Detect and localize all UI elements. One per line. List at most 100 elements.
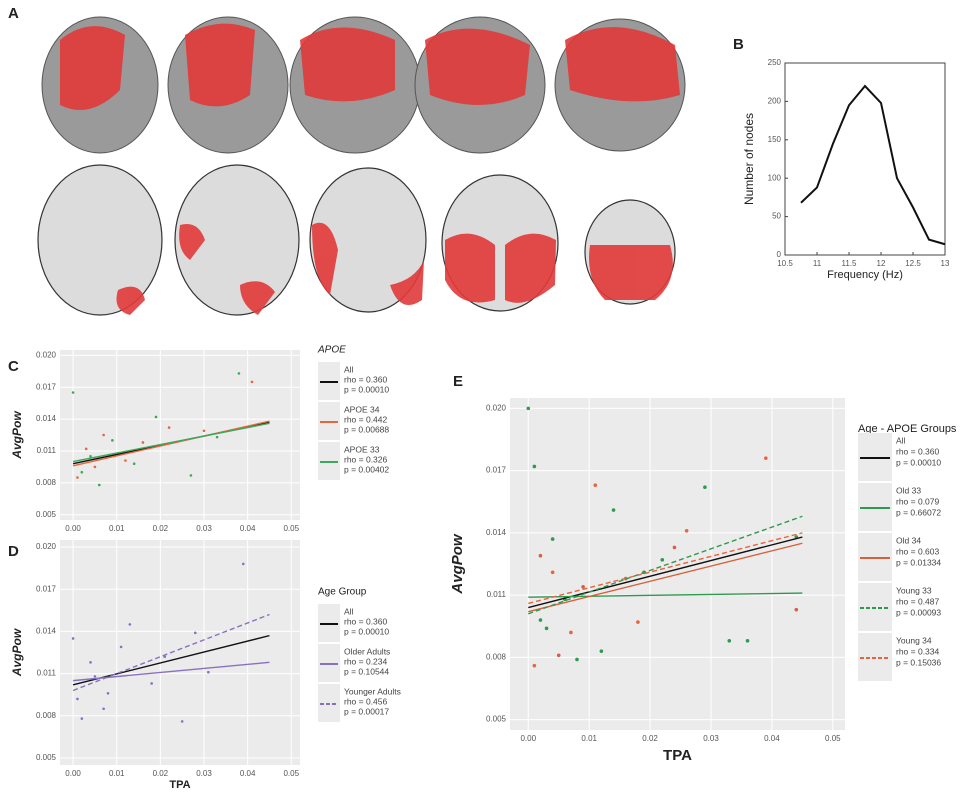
data-point <box>207 671 210 674</box>
plot-frame <box>785 63 945 255</box>
data-point <box>155 416 158 419</box>
legend-label: p = 0.66072 <box>896 507 941 517</box>
x-tick-label: 11.5 <box>842 259 858 268</box>
legend-label: p = 0.00402 <box>344 464 389 474</box>
y-tick-label: 0.011 <box>37 669 57 678</box>
data-point <box>764 456 768 460</box>
data-point <box>107 692 110 695</box>
y-tick-label: 200 <box>768 97 782 106</box>
data-point <box>72 391 75 394</box>
data-point <box>76 476 79 479</box>
panel-label: B <box>733 36 744 53</box>
legend-label: rho = 0.360 <box>344 374 388 384</box>
data-point <box>600 649 604 653</box>
data-point <box>238 372 241 375</box>
x-tick-label: 0.03 <box>703 734 719 743</box>
y-tick-label: 0.017 <box>36 584 57 593</box>
x-tick-label: 12.5 <box>905 259 921 268</box>
x-tick-label: 10.5 <box>777 259 793 268</box>
x-tick-label: 0.03 <box>196 524 212 533</box>
data-point <box>551 571 555 575</box>
y-tick-label: 0.017 <box>486 466 507 475</box>
y-tick-label: 250 <box>768 58 782 67</box>
x-tick-label: 0.03 <box>196 769 212 778</box>
legend-label: All <box>896 435 906 445</box>
data-point <box>242 563 245 566</box>
legend-label: p = 0.15036 <box>896 657 941 667</box>
y-tick-label: 0.005 <box>486 715 507 724</box>
legend-label: APOE 33 <box>344 444 380 454</box>
y-tick-label: 0.011 <box>487 590 507 599</box>
data-point <box>660 558 664 562</box>
data-point <box>575 658 579 662</box>
data-point <box>111 439 114 442</box>
x-tick-label: 0.04 <box>764 734 780 743</box>
legend-label: Old 33 <box>896 485 921 495</box>
data-point <box>673 546 677 550</box>
x-tick-label: 0.01 <box>109 524 125 533</box>
data-point <box>181 720 184 723</box>
legend-label: All <box>344 606 354 616</box>
panel-label: C <box>8 358 19 375</box>
x-axis-label: Frequency (Hz) <box>827 269 903 281</box>
legend-title: Age Group <box>318 587 367 598</box>
y-axis-label: Number of nodes <box>742 113 756 205</box>
legend-label: rho = 0.360 <box>896 446 940 456</box>
legend-label: p = 0.00688 <box>344 424 389 434</box>
y-tick-label: 150 <box>768 135 782 144</box>
data-point <box>539 554 543 558</box>
x-tick-label: 0.04 <box>240 524 256 533</box>
y-axis-label: AvgPow <box>10 411 24 460</box>
legend-label: All <box>344 364 354 374</box>
data-point <box>727 639 731 643</box>
data-point <box>533 664 537 668</box>
y-tick-label: 0.020 <box>36 542 57 551</box>
y-tick-label: 0 <box>777 250 782 259</box>
data-point <box>581 585 585 589</box>
data-point <box>81 471 84 474</box>
x-tick-label: 0.05 <box>283 769 299 778</box>
x-tick-label: 11 <box>813 259 822 268</box>
legend-label: rho = 0.326 <box>344 454 388 464</box>
legend-label: p = 0.00010 <box>896 457 941 467</box>
data-point <box>203 429 206 432</box>
x-tick-label: 12 <box>877 259 886 268</box>
x-tick-label: 0.02 <box>153 524 169 533</box>
panel-label: D <box>8 543 19 560</box>
y-tick-label: 0.020 <box>36 350 57 359</box>
legend-label: p = 0.00093 <box>896 607 941 617</box>
y-axis-label: AvgPow <box>10 628 24 677</box>
data-point <box>76 698 79 701</box>
y-tick-label: 0.017 <box>36 382 57 391</box>
x-tick-label: 0.02 <box>153 769 169 778</box>
data-point <box>636 620 640 624</box>
legend-label: Older Adults <box>344 646 390 656</box>
x-tick-label: 0.00 <box>520 734 536 743</box>
data-point <box>251 381 254 384</box>
y-tick-label: 0.008 <box>486 652 507 661</box>
data-point <box>168 426 171 429</box>
data-point <box>102 707 105 710</box>
x-tick-label: 0.01 <box>109 769 125 778</box>
x-tick-label: 0.02 <box>642 734 658 743</box>
data-point <box>545 627 549 631</box>
x-tick-label: 13 <box>941 259 950 268</box>
data-point <box>89 661 92 664</box>
y-axis-label: AvgPow <box>449 533 466 595</box>
y-tick-label: 0.008 <box>36 478 57 487</box>
data-point <box>551 537 555 541</box>
data-point <box>81 717 84 720</box>
y-tick-label: 0.014 <box>36 627 57 636</box>
y-tick-label: 0.005 <box>36 753 57 762</box>
legend-label: rho = 0.603 <box>896 546 940 556</box>
legend-label: p = 0.00017 <box>344 706 389 716</box>
x-axis-label: TPA <box>663 747 692 764</box>
y-tick-label: 0.014 <box>36 414 57 423</box>
data-point <box>133 462 136 465</box>
data-point <box>85 448 88 451</box>
legend-label: rho = 0.487 <box>896 596 940 606</box>
y-tick-label: 50 <box>772 212 781 221</box>
panel-label: E <box>453 373 463 390</box>
data-point <box>102 434 105 437</box>
data-point <box>129 623 132 626</box>
